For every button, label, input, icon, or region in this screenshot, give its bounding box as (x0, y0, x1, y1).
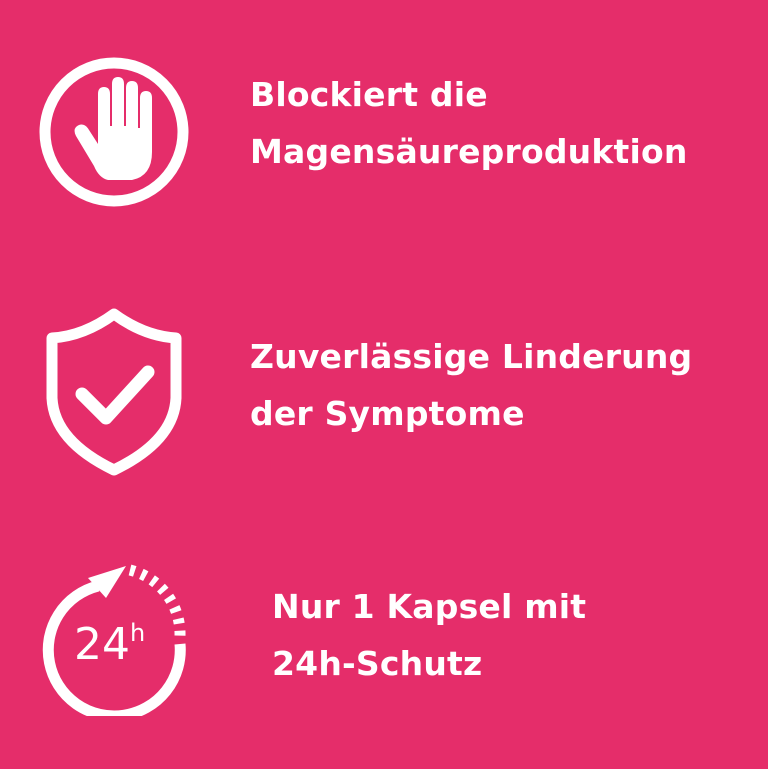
feature-line: Nur 1 Kapsel mit (272, 587, 587, 626)
icon-24-text: 24 (74, 619, 130, 670)
feature-line: Magensäureproduktion (250, 132, 688, 171)
shield-check-icon (46, 308, 182, 476)
feature-line: 24h-Schutz (272, 644, 483, 683)
feature-line: Blockiert die (250, 75, 488, 114)
feature-line: Zuverlässige Linderung (250, 337, 693, 376)
24h-clock-icon: 24h (36, 556, 196, 716)
feature-line: der Symptome (250, 394, 525, 433)
icon-h-text: h (130, 619, 146, 647)
hand-stop-icon (39, 57, 189, 207)
